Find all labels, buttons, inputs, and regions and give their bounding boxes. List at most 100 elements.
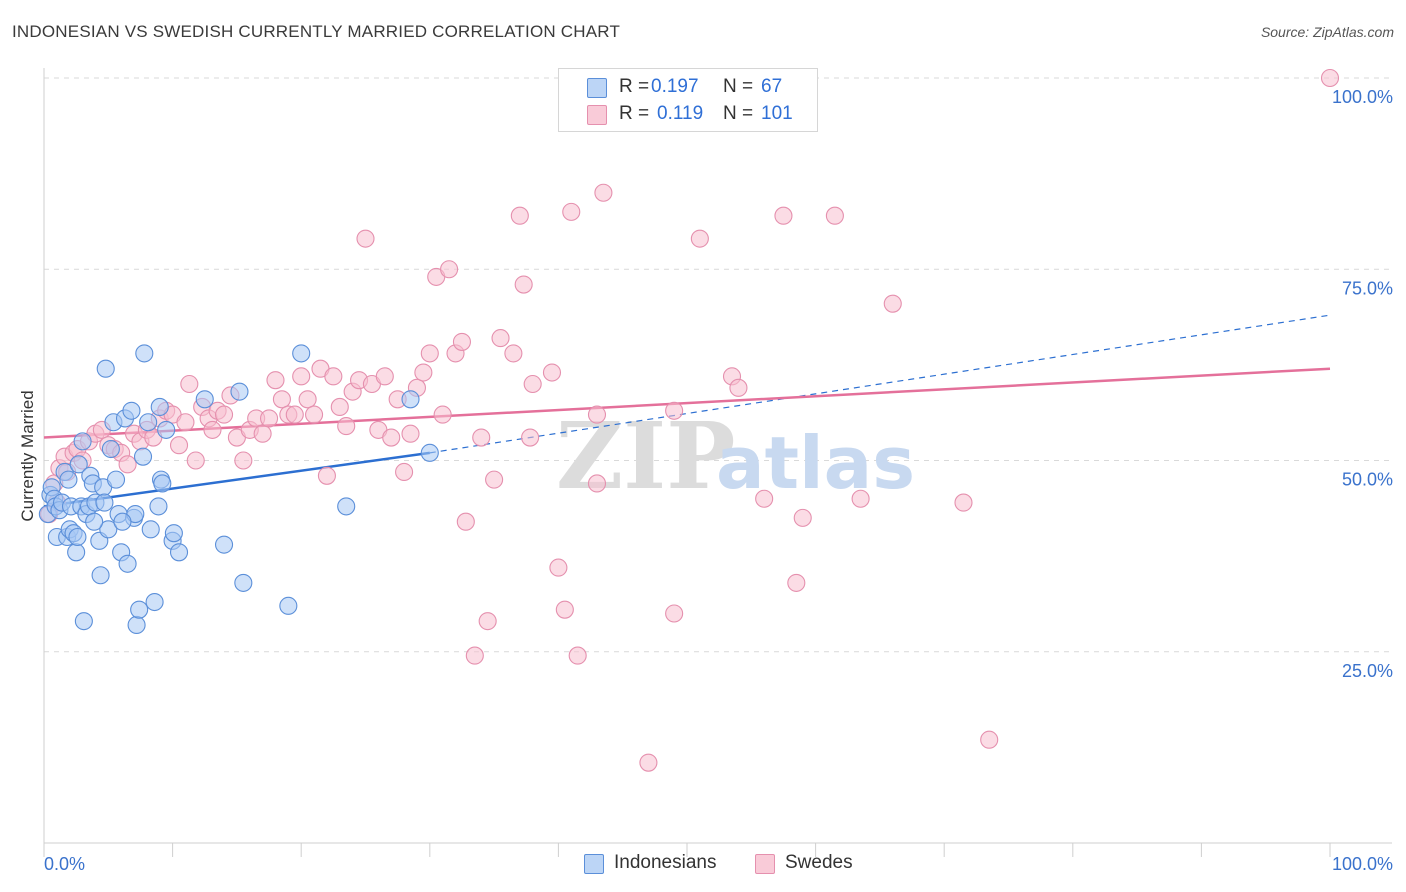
bottom-legend-swatch-indonesians xyxy=(584,854,604,874)
indonesian-point xyxy=(230,382,249,401)
indonesian-point xyxy=(73,432,92,451)
swede-point xyxy=(587,474,607,493)
swede-point xyxy=(118,455,137,474)
swede-point xyxy=(305,405,324,424)
swede-point xyxy=(272,390,291,409)
watermark-atlas: atlas xyxy=(716,421,915,505)
swede-point xyxy=(176,413,195,432)
swede-point xyxy=(266,371,285,390)
indonesian-point xyxy=(85,512,104,531)
y-tick-label: 50.0% xyxy=(1342,470,1393,490)
swede-point xyxy=(755,489,774,508)
swede-point xyxy=(472,428,491,447)
indonesian-point xyxy=(91,566,110,585)
swede-point xyxy=(420,344,439,363)
indonesian-point xyxy=(164,524,183,543)
swede-point xyxy=(292,367,311,386)
swede-point xyxy=(456,512,475,531)
swede-point xyxy=(594,183,613,202)
x-tick-label-max: 100.0% xyxy=(1332,854,1393,874)
chart-title: INDONESIAN VS SWEDISH CURRENTLY MARRIED … xyxy=(12,22,621,41)
indonesian-point xyxy=(118,554,137,573)
legend-n-label: N = xyxy=(723,76,754,97)
swede-point xyxy=(317,466,336,485)
swede-point xyxy=(883,294,902,313)
indonesian-point xyxy=(279,596,298,615)
swede-point xyxy=(440,260,459,279)
swede-point xyxy=(298,390,317,409)
x-tick-label-min: 0.0% xyxy=(44,854,85,874)
indonesian-point xyxy=(106,470,126,489)
indonesian-point xyxy=(141,520,160,539)
grid-layer xyxy=(44,77,1392,653)
indonesian-point xyxy=(113,512,132,531)
swede-point xyxy=(382,428,401,447)
swede-point xyxy=(401,424,420,443)
indonesian-point xyxy=(401,390,420,409)
swede-point xyxy=(491,329,510,348)
swede-point xyxy=(337,417,356,436)
swede-point xyxy=(665,604,684,623)
swede-point xyxy=(980,730,999,749)
indonesian-point xyxy=(99,520,118,539)
swede-point xyxy=(555,600,574,619)
swede-point xyxy=(234,451,253,470)
swede-point xyxy=(465,646,484,665)
indonesian-point xyxy=(157,420,176,439)
legend-n-value-swedes: 101 xyxy=(761,103,793,124)
indonesian-point xyxy=(153,474,172,493)
legend-swatch-swedes xyxy=(587,105,607,125)
axis-layer xyxy=(43,68,1392,857)
bottom-legend-label-indonesians: Indonesians xyxy=(614,852,717,873)
indonesian-point xyxy=(234,573,253,592)
swede-point xyxy=(452,332,472,351)
swede-point xyxy=(180,374,199,394)
y-tick-label: 75.0% xyxy=(1342,278,1393,298)
y-tick-label: 100.0% xyxy=(1332,87,1393,107)
indonesian-point xyxy=(169,543,189,562)
indonesian-point xyxy=(95,493,114,512)
indonesian-point xyxy=(59,470,78,489)
swede-point xyxy=(356,229,375,248)
swede-point xyxy=(793,508,812,527)
legend-swatch-indonesians xyxy=(587,78,607,98)
source-label: Source: ZipAtlas.com xyxy=(1260,24,1394,40)
swede-point xyxy=(395,462,414,482)
swede-point xyxy=(433,405,452,424)
legend-n-label: N = xyxy=(723,103,754,124)
bottom-legend-label-swedes: Swedes xyxy=(785,852,853,873)
swede-point xyxy=(414,363,433,382)
swede-point xyxy=(203,420,222,439)
swede-point xyxy=(253,424,272,443)
indonesian-point xyxy=(130,600,149,619)
indonesian-point xyxy=(122,401,141,420)
swede-point xyxy=(169,436,189,455)
swede-point xyxy=(542,363,562,382)
swede-point xyxy=(514,275,533,294)
swede-point xyxy=(729,378,748,397)
indonesian-point xyxy=(292,344,311,363)
swede-point xyxy=(478,612,497,631)
indonesian-point xyxy=(145,592,164,612)
swede-point xyxy=(690,229,709,248)
indonesian-point xyxy=(127,615,146,635)
swede-point xyxy=(510,206,529,225)
swede-point xyxy=(259,409,279,428)
swede-point xyxy=(285,405,304,424)
swede-point xyxy=(774,206,793,225)
legend-r-value-indonesians: 0.197 xyxy=(651,76,699,97)
legend-r-label: R = xyxy=(619,103,650,124)
indonesian-point xyxy=(133,447,153,466)
swede-point xyxy=(375,367,394,386)
swede-point xyxy=(587,405,607,424)
legend-r-value-swedes: 0.119 xyxy=(657,103,704,124)
indonesian-point xyxy=(135,344,154,363)
indonesian-point xyxy=(214,535,234,554)
indonesian-point xyxy=(68,527,87,547)
y-axis-label: Currently Married xyxy=(18,390,37,521)
indonesian-point xyxy=(150,397,169,417)
y-tick-label: 25.0% xyxy=(1342,661,1393,681)
swede-point xyxy=(324,367,343,386)
indonesian-point xyxy=(96,359,115,378)
